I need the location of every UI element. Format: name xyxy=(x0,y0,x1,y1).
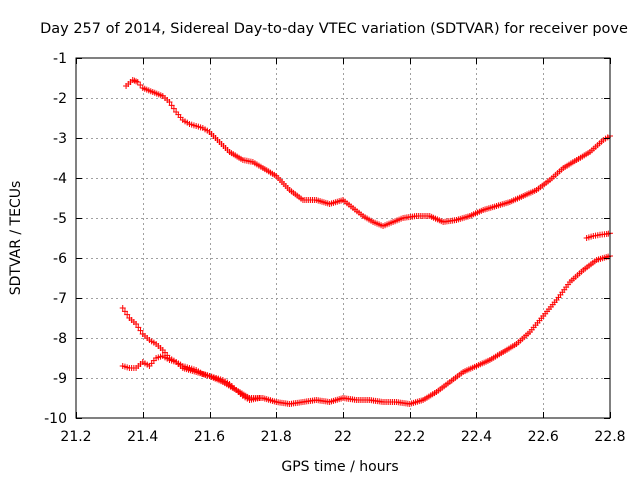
grid-lines xyxy=(76,58,610,418)
data-point xyxy=(137,82,144,88)
series-satellite-track-upper xyxy=(123,77,613,229)
x-tick-label: 22.6 xyxy=(528,429,559,445)
data-point xyxy=(133,321,140,327)
series-satellite-track-lower-a xyxy=(119,305,263,403)
x-tick-label: 21.6 xyxy=(194,429,225,445)
data-point xyxy=(168,102,175,109)
x-tick-label: 21.8 xyxy=(261,429,292,445)
y-tick-label: -9 xyxy=(53,371,67,387)
axis-ticks: 21.2 21.4 21.6 21.8 22 22.2 22.4 22.6 22.8 -1 -2 -3… xyxy=(44,51,625,445)
y-tick-label: -7 xyxy=(53,291,67,307)
x-tick-label: 22.4 xyxy=(461,429,492,445)
x-tick-label: 21.4 xyxy=(127,429,158,445)
series-satellite-track-lower-b xyxy=(119,253,613,407)
x-tick-label: 22.8 xyxy=(594,429,625,445)
y-tick-label: -3 xyxy=(53,131,67,147)
y-tick-label: -8 xyxy=(53,331,67,347)
x-tick-label: 22.2 xyxy=(394,429,425,445)
data-point xyxy=(134,79,141,85)
y-tick-label: -6 xyxy=(53,251,67,267)
y-tick-label: -1 xyxy=(53,51,67,67)
x-tick-label: 22 xyxy=(334,429,352,445)
y-tick-label: -2 xyxy=(53,91,67,107)
chart-title: Day 257 of 2014, Sidereal Day-to-day VTE… xyxy=(40,21,628,37)
data-point xyxy=(166,99,173,105)
data-point xyxy=(135,324,142,331)
y-tick-label: -4 xyxy=(53,171,67,187)
x-axis-label: GPS time / hours xyxy=(281,459,398,475)
x-tick-label: 21.2 xyxy=(60,429,91,445)
data-point xyxy=(137,327,144,334)
y-tick-label: -10 xyxy=(44,411,67,427)
series-satellite-track-short xyxy=(583,230,613,241)
data-point xyxy=(124,311,131,318)
y-axis-label: SDTVAR / TECUs xyxy=(8,181,24,296)
data-point xyxy=(119,305,126,311)
data-points xyxy=(119,77,613,407)
y-tick-label: -5 xyxy=(53,211,67,227)
data-point xyxy=(170,105,177,112)
data-point xyxy=(121,308,128,315)
